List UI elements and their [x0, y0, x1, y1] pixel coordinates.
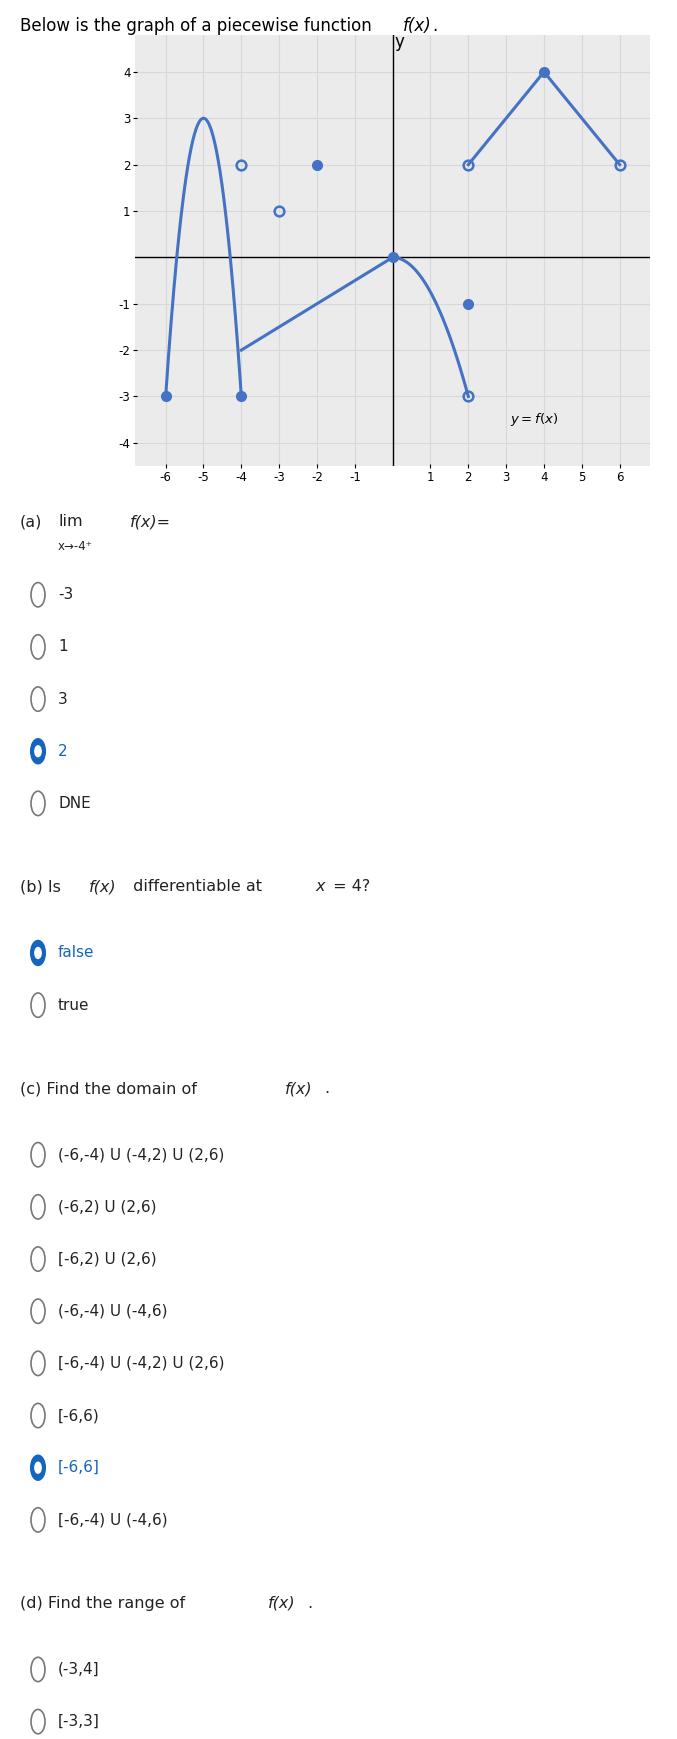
Circle shape	[35, 1462, 41, 1473]
Text: (a): (a)	[20, 515, 43, 529]
Text: 3: 3	[58, 692, 68, 706]
Circle shape	[31, 1403, 45, 1428]
Text: f(x): f(x)	[89, 880, 116, 894]
Circle shape	[35, 746, 41, 756]
Circle shape	[31, 1247, 45, 1271]
Text: [-6,6]: [-6,6]	[58, 1461, 100, 1475]
Circle shape	[31, 635, 45, 659]
Text: DNE: DNE	[58, 796, 91, 810]
Text: (d) Find the range of: (d) Find the range of	[20, 1596, 190, 1610]
Text: f(x)=: f(x)=	[130, 515, 171, 529]
Circle shape	[31, 1299, 45, 1323]
Text: .: .	[432, 16, 437, 35]
Circle shape	[35, 948, 41, 958]
Text: (c) Find the domain of: (c) Find the domain of	[20, 1082, 202, 1096]
Circle shape	[31, 993, 45, 1017]
Circle shape	[31, 1143, 45, 1167]
Text: Below is the graph of a piecewise function: Below is the graph of a piecewise functi…	[20, 16, 377, 35]
Text: (-6,-4) U (-4,2) U (2,6): (-6,-4) U (-4,2) U (2,6)	[58, 1148, 224, 1162]
Circle shape	[31, 739, 45, 763]
Text: [-6,6): [-6,6)	[58, 1409, 100, 1423]
Text: [-3,3]: [-3,3]	[58, 1715, 100, 1729]
Circle shape	[31, 1657, 45, 1682]
Circle shape	[31, 1709, 45, 1734]
Text: lim: lim	[58, 515, 83, 529]
Text: $y = f\mathit{(x)}$: $y = f\mathit{(x)}$	[510, 410, 558, 428]
Text: true: true	[58, 998, 89, 1012]
Circle shape	[31, 687, 45, 711]
Circle shape	[31, 941, 45, 965]
Text: (b) Is: (b) Is	[20, 880, 66, 894]
Circle shape	[31, 791, 45, 816]
Text: y: y	[395, 33, 404, 50]
Text: (-6,2) U (2,6): (-6,2) U (2,6)	[58, 1200, 156, 1214]
Text: f(x): f(x)	[285, 1082, 313, 1096]
Text: (-6,-4) U (-4,6): (-6,-4) U (-4,6)	[58, 1304, 167, 1318]
Text: 2: 2	[58, 744, 68, 758]
Text: (-3,4]: (-3,4]	[58, 1662, 100, 1676]
Text: x→-4⁺: x→-4⁺	[58, 539, 93, 553]
Text: -3: -3	[58, 588, 73, 602]
Text: .: .	[324, 1082, 329, 1096]
Circle shape	[31, 1456, 45, 1480]
Text: .: .	[307, 1596, 312, 1610]
Text: [-6,-4) U (-4,6): [-6,-4) U (-4,6)	[58, 1513, 168, 1527]
Text: f(x): f(x)	[403, 16, 431, 35]
Text: 1: 1	[58, 640, 68, 654]
Text: = 4?: = 4?	[328, 880, 370, 894]
Text: [-6,2) U (2,6): [-6,2) U (2,6)	[58, 1252, 156, 1266]
Text: x: x	[315, 880, 324, 894]
Text: false: false	[58, 946, 95, 960]
Circle shape	[31, 1351, 45, 1376]
Text: f(x): f(x)	[268, 1596, 296, 1610]
Circle shape	[31, 1195, 45, 1219]
Text: [-6,-4) U (-4,2) U (2,6): [-6,-4) U (-4,2) U (2,6)	[58, 1356, 225, 1370]
Text: differentiable at: differentiable at	[128, 880, 267, 894]
Circle shape	[31, 1508, 45, 1532]
Circle shape	[31, 583, 45, 607]
